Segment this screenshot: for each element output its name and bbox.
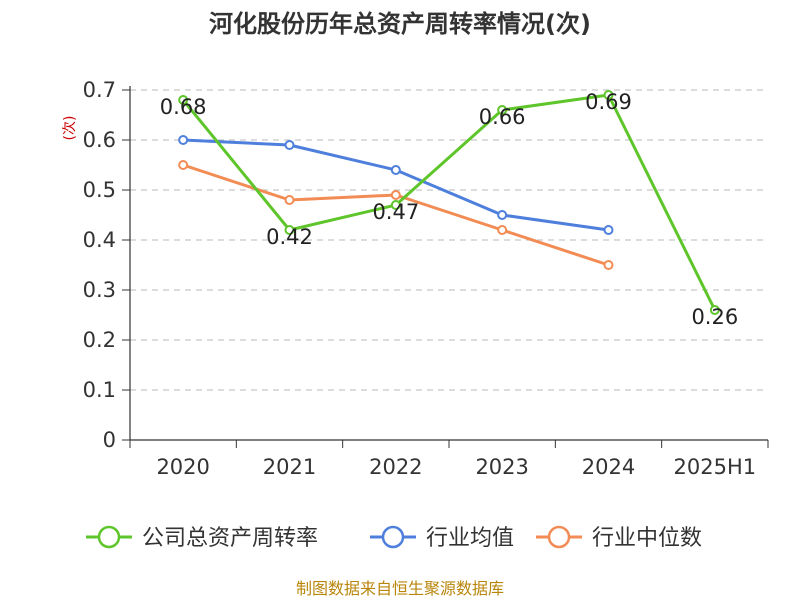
chart-title: 河化股份历年总资产周转率情况(次): [209, 10, 591, 38]
series-2-point-1: [284, 195, 295, 205]
x-tick-label-0: 2020: [156, 455, 209, 479]
x-tick-label-3: 2023: [475, 455, 528, 479]
gridlines: [130, 89, 768, 391]
y-tick-label-1: 0.1: [83, 378, 116, 402]
data-labels: 0.68 0.42 0.47 0.66 0.69 0.26: [160, 90, 738, 329]
y-tick-label-0: 0: [103, 428, 116, 452]
data-label-3: 0.66: [479, 105, 526, 129]
y-tick-label-5: 0.5: [83, 178, 116, 202]
series-2-point-0: [178, 160, 189, 170]
series-0-point-4: [603, 90, 614, 100]
legend-swatch-marker-1: [381, 525, 405, 549]
series-2-point-2: [390, 190, 401, 200]
y-axis-label: (次): [62, 116, 78, 141]
series-0-point-0: [178, 95, 189, 105]
series-2-point-3: [497, 225, 508, 235]
legend: 公司总资产周转率 行业均值 行业中位数: [86, 525, 702, 551]
series-0-point-2: [390, 200, 401, 210]
data-label-0: 0.68: [160, 95, 207, 119]
series-line-0: [182, 93, 717, 311]
legend-label-1: 行业均值: [426, 526, 514, 551]
data-label-4: 0.69: [585, 90, 632, 114]
data-label-2: 0.47: [372, 200, 419, 224]
series-0-point-1: [284, 225, 295, 235]
x-tick-label-1: 2021: [263, 455, 316, 479]
legend-swatch-marker-0: [97, 525, 121, 549]
x-tick-label-2: 2022: [369, 455, 422, 479]
series-1-point-1: [284, 140, 295, 150]
series-layer: [178, 90, 720, 315]
series-0-point-3: [497, 105, 508, 115]
y-tick-label-6: 0.6: [83, 128, 116, 152]
data-label-5: 0.26: [691, 305, 738, 329]
series-1-point-2: [390, 165, 401, 175]
y-tick-label-4: 0.4: [83, 228, 116, 252]
x-tick-label-4: 2024: [582, 455, 635, 479]
source-note: 制图数据来自恒生聚源数据库: [296, 579, 504, 598]
legend-swatch-marker-2: [547, 525, 571, 549]
data-label-1: 0.42: [266, 225, 313, 249]
y-tick-label-2: 0.2: [83, 328, 116, 352]
series-1-point-3: [497, 210, 508, 220]
series-0-point-5: [709, 305, 720, 315]
series-2-point-4: [603, 260, 614, 270]
series-1-point-4: [603, 225, 614, 235]
legend-label-0: 公司总资产周转率: [142, 526, 318, 551]
series-1-point-0: [178, 135, 189, 145]
legend-label-2: 行业中位数: [592, 526, 702, 551]
y-tick-label-3: 0.3: [83, 278, 116, 302]
y-tick-label-7: 0.7: [83, 78, 116, 102]
x-tick-label-5: 2025H1: [674, 455, 757, 479]
axes: 0 0.1 0.2 0.3 0.4 0.5 0.6 0.7 2020 2021 2022 2023 20…: [83, 78, 769, 479]
